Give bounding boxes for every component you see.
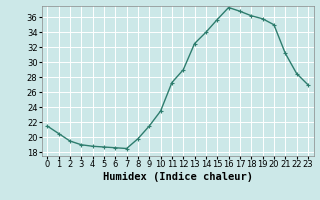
X-axis label: Humidex (Indice chaleur): Humidex (Indice chaleur) xyxy=(103,172,252,182)
